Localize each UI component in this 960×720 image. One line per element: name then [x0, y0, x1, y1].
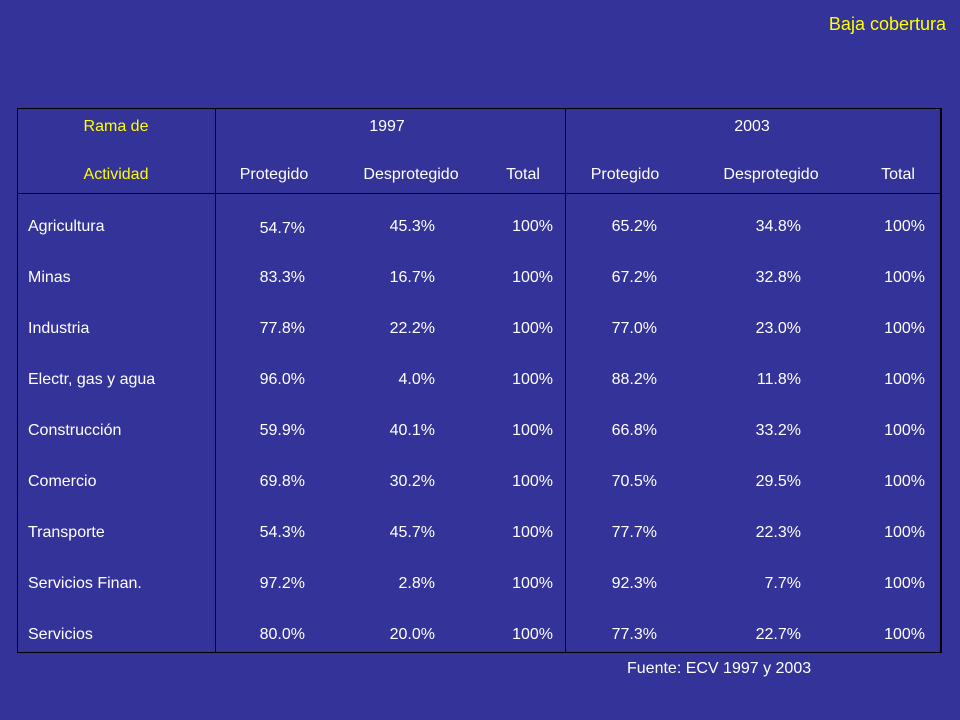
desprotegido-1997-cell: 2.8%: [398, 575, 435, 592]
sector-cell: Servicios Finan.: [28, 575, 142, 592]
desprotegido-1997-cell: 4.0%: [398, 371, 435, 388]
sector-cell: Construcción: [28, 422, 122, 439]
total-2003-cell: 100%: [884, 269, 925, 286]
protegido-1997-cell: 77.8%: [259, 320, 305, 337]
protegido-2003-cell: 92.3%: [611, 575, 657, 592]
sector-cell: Servicios: [28, 626, 93, 643]
total-2003-cell: 100%: [884, 626, 925, 643]
slide-title: Baja cobertura: [828, 14, 946, 34]
sector-cell: Electr, gas y agua: [28, 371, 156, 388]
desprotegido-2003-cell: 22.7%: [755, 626, 801, 643]
sector-cell: Comercio: [28, 473, 97, 490]
header-protegido-1997: Protegido: [239, 166, 309, 183]
sector-cell: Industria: [28, 320, 90, 337]
header-desprotegido-2003: Desprotegido: [723, 166, 819, 183]
header-rama-line2: Actividad: [83, 166, 149, 183]
header-total-2003: Total: [881, 166, 915, 183]
desprotegido-1997-cell: 20.0%: [389, 626, 435, 643]
total-2003-cell: 100%: [884, 575, 925, 592]
total-1997-cell: 100%: [512, 218, 553, 235]
desprotegido-1997-cell: 45.7%: [389, 524, 435, 541]
sector-cell: Minas: [28, 269, 71, 286]
protegido-2003-cell: 77.3%: [611, 626, 657, 643]
desprotegido-1997-cell: 45.3%: [389, 218, 435, 235]
protegido-1997-cell: 69.8%: [259, 473, 305, 490]
header-year-2003: 2003: [734, 118, 770, 135]
total-1997-cell: 100%: [512, 422, 553, 439]
desprotegido-1997-cell: 16.7%: [389, 269, 435, 286]
desprotegido-2003-cell: 34.8%: [755, 218, 801, 235]
protegido-1997-cell: 54.3%: [259, 524, 305, 541]
protegido-1997-cell: 80.0%: [259, 626, 305, 643]
header-year-1997: 1997: [369, 118, 405, 135]
header-rama-line1: Rama de: [83, 118, 149, 135]
protegido-2003-cell: 88.2%: [611, 371, 657, 388]
total-1997-cell: 100%: [512, 626, 553, 643]
desprotegido-2003-cell: 23.0%: [755, 320, 801, 337]
desprotegido-2003-cell: 29.5%: [755, 473, 801, 490]
desprotegido-1997-cell: 40.1%: [389, 422, 435, 439]
total-1997-cell: 100%: [512, 524, 553, 541]
protegido-1997-cell: 97.2%: [259, 575, 305, 592]
column-divider: [565, 108, 566, 653]
desprotegido-1997-cell: 22.2%: [389, 320, 435, 337]
protegido-1997-cell: 83.3%: [259, 269, 305, 286]
total-2003-cell: 100%: [884, 524, 925, 541]
protegido-1997-cell: 59.9%: [259, 422, 305, 439]
header-divider: [17, 193, 942, 194]
header-desprotegido-1997: Desprotegido: [363, 166, 459, 183]
desprotegido-2003-cell: 7.7%: [764, 575, 801, 592]
protegido-2003-cell: 77.0%: [611, 320, 657, 337]
desprotegido-2003-cell: 22.3%: [755, 524, 801, 541]
protegido-2003-cell: 67.2%: [611, 269, 657, 286]
total-2003-cell: 100%: [884, 218, 925, 235]
protegido-1997-cell: 54.7%: [259, 220, 305, 237]
desprotegido-2003-cell: 33.2%: [755, 422, 801, 439]
total-1997-cell: 100%: [512, 473, 553, 490]
source-footnote: Fuente: ECV 1997 y 2003: [627, 660, 812, 677]
header-protegido-2003: Protegido: [590, 166, 660, 183]
desprotegido-2003-cell: 11.8%: [756, 371, 801, 388]
data-table-frame: [17, 108, 942, 653]
sector-cell: Transporte: [28, 524, 105, 541]
protegido-2003-cell: 77.7%: [611, 524, 657, 541]
total-1997-cell: 100%: [512, 269, 553, 286]
protegido-2003-cell: 66.8%: [611, 422, 657, 439]
desprotegido-1997-cell: 30.2%: [389, 473, 435, 490]
total-2003-cell: 100%: [884, 320, 925, 337]
header-total-1997: Total: [506, 166, 540, 183]
total-2003-cell: 100%: [884, 422, 925, 439]
protegido-2003-cell: 70.5%: [611, 473, 657, 490]
total-1997-cell: 100%: [512, 371, 553, 388]
protegido-1997-cell: 96.0%: [259, 371, 305, 388]
total-2003-cell: 100%: [884, 371, 925, 388]
protegido-2003-cell: 65.2%: [611, 218, 657, 235]
column-divider: [215, 108, 216, 653]
desprotegido-2003-cell: 32.8%: [755, 269, 801, 286]
total-2003-cell: 100%: [884, 473, 925, 490]
total-1997-cell: 100%: [512, 575, 553, 592]
sector-cell: Agricultura: [28, 218, 105, 235]
total-1997-cell: 100%: [512, 320, 553, 337]
